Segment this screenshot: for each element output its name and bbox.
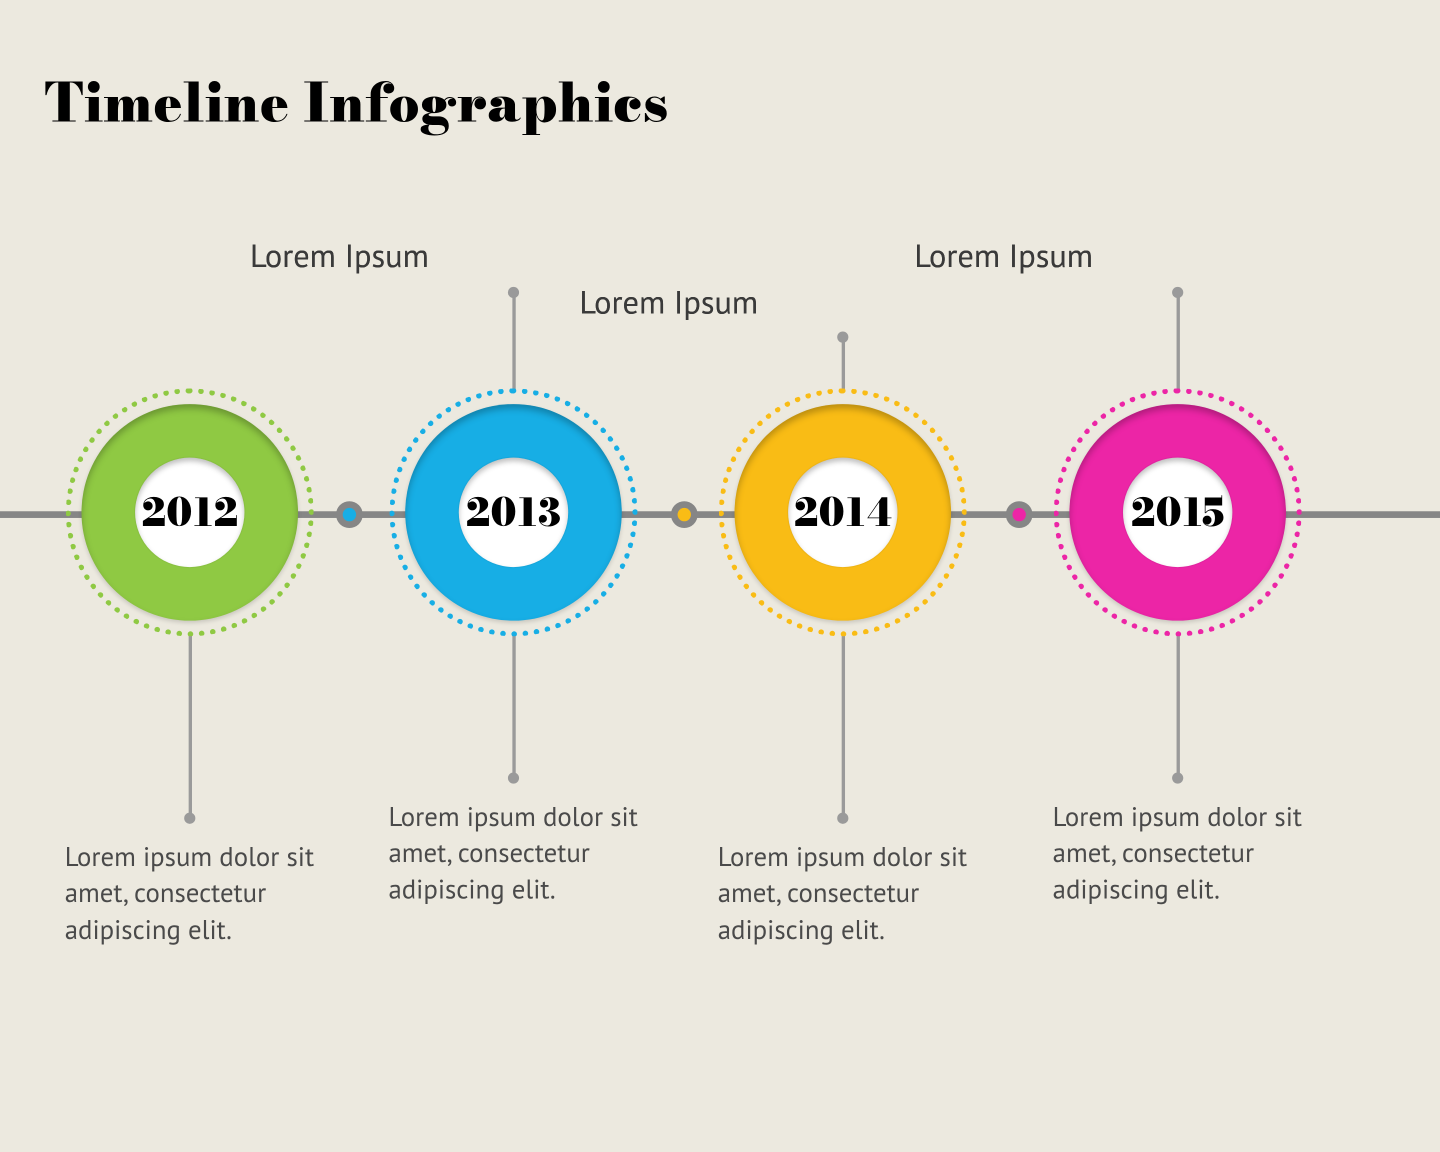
leader-line	[1176, 292, 1179, 390]
leader-dot	[184, 813, 195, 824]
timeline-node: 2013	[390, 388, 638, 636]
node-core: 2014	[788, 458, 897, 567]
timeline-node: 2015	[1054, 388, 1302, 636]
node-core: 2012	[135, 458, 244, 567]
leader-line	[188, 635, 191, 818]
node-core: 2015	[1123, 458, 1232, 567]
leader-line	[512, 292, 515, 390]
leader-dot	[837, 813, 848, 824]
leader-dot	[1172, 287, 1183, 298]
node-bottom-label: Lorem ipsum dolor sit amet, consectetur …	[1053, 799, 1343, 907]
node-year: 2015	[1131, 483, 1225, 541]
node-year: 2012	[141, 483, 238, 541]
leader-line	[841, 337, 844, 391]
node-bottom-label: Lorem ipsum dolor sit amet, consectetur …	[718, 839, 1008, 947]
page-title: Timeline Infographics	[45, 63, 669, 144]
node-core: 2013	[459, 458, 568, 567]
infographic-canvas: Timeline Infographics 2012 Lorem ipsum do…	[0, 0, 1440, 1105]
timeline-joint-inner	[343, 508, 356, 521]
node-top-label: Lorem Ipsum	[914, 234, 1093, 276]
timeline-node: 2012	[66, 388, 314, 636]
node-top-label: Lorem Ipsum	[579, 281, 758, 323]
node-year: 2013	[466, 483, 562, 541]
leader-line	[512, 635, 515, 778]
node-year: 2014	[794, 483, 892, 541]
node-bottom-label: Lorem ipsum dolor sit amet, consectetur …	[388, 799, 678, 907]
leader-dot	[1172, 772, 1183, 783]
timeline-node: 2014	[719, 388, 967, 636]
timeline-joint-inner	[678, 508, 691, 521]
leader-line	[1176, 635, 1179, 778]
node-bottom-label: Lorem ipsum dolor sit amet, consectetur …	[65, 839, 355, 947]
node-top-label: Lorem Ipsum	[250, 234, 429, 276]
timeline-joint-inner	[1012, 508, 1025, 521]
leader-line	[841, 635, 844, 818]
leader-dot	[837, 332, 848, 343]
leader-dot	[508, 287, 519, 298]
leader-dot	[508, 772, 519, 783]
